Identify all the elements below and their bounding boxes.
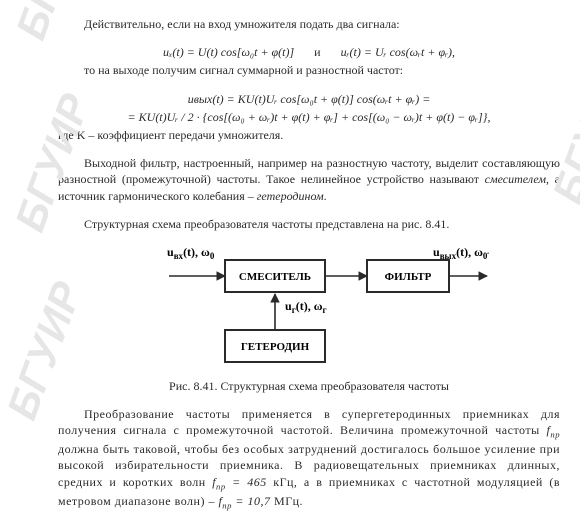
diagram-svg: uвх(t), ω0 uг(t), ωг uвых(t), ω0– ωг СМЕ… (129, 244, 489, 374)
eq-line-1: uвых(t) = KU(t)Uᵣ cos[ω₀t + φ(t)] cos(ωᵣ… (188, 92, 431, 106)
label-output: uвых(t), ω0– ωг (433, 245, 489, 261)
equation-inputs: uₓ(t) = U(t) cos[ω₀t + φ(t)] и uᵣ(t) = U… (58, 44, 560, 60)
figure-caption: Рис. 8.41. Структурная схема преобразова… (58, 378, 560, 394)
para-filter: Выходной фильтр, настроенный, например н… (58, 155, 560, 204)
para-intro: Действительно, если на вход умножителя п… (58, 16, 560, 32)
eq-input-2: uᵣ(t) = Uᵣ cos(ωᵣt + φᵣ), (341, 44, 455, 60)
equation-output-2: = KU(t)Uᵣ / 2 · {cos[(ω₀ + ωᵣ)t + φ(t) +… (58, 109, 560, 125)
equation-output-1: uвых(t) = KU(t)Uᵣ cos[ω₀t + φ(t)] cos(ωᵣ… (58, 91, 560, 107)
fpr-2: fпр = 465 (212, 475, 267, 489)
para-application: Преобразование частоты применяется в суп… (58, 406, 560, 512)
box-hetero-label: ГЕТЕРОДИН (241, 341, 310, 353)
fpr-3: fпр = 10,7 (218, 494, 270, 508)
eq-input-1: uₓ(t) = U(t) cos[ω₀t + φ(t)] (163, 44, 294, 60)
eq-separator: и (314, 44, 320, 60)
fpr-1: fпр (547, 423, 560, 437)
page-body: Действительно, если на вход умножителя п… (0, 0, 580, 530)
eq-line-2: = KU(t)Uᵣ / 2 · {cos[(ω₀ + ωᵣ)t + φ(t) +… (128, 110, 491, 124)
para-fig-ref: Структурная схема преобразователя частот… (58, 216, 560, 232)
box-mixer-label: СМЕСИТЕЛЬ (239, 271, 311, 283)
para-output-intro: то на выходе получим сигнал суммарной и … (58, 62, 560, 78)
label-input: uвх(t), ω0 (167, 245, 215, 261)
unit-mhz: МГц. (271, 494, 304, 508)
para-filter-text: Выходной фильтр, настроенный, например н… (58, 156, 560, 202)
label-hetero: uг(t), ωг (285, 299, 327, 315)
box-filter-label: ФИЛЬТР (385, 271, 432, 283)
para-k-coef: где K – коэффициент передачи умножителя. (58, 127, 560, 143)
block-diagram: uвх(t), ω0 uг(t), ωг uвых(t), ω0– ωг СМЕ… (58, 244, 560, 374)
para6-chunk-a: Преобразование частоты применяется в суп… (58, 407, 560, 437)
